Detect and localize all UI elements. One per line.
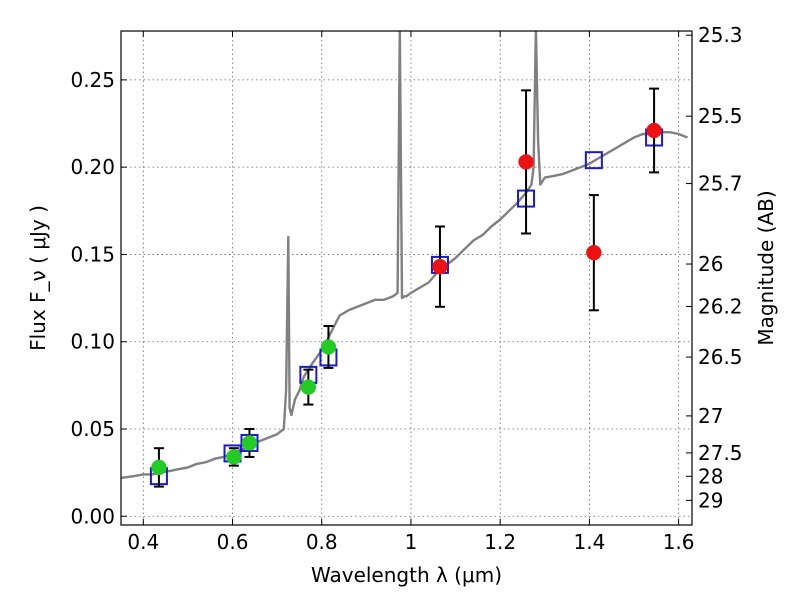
grid-lines [121,31,692,525]
plot-frame [120,30,693,526]
y-axis-label: Flux F_ν ( μJy ) [26,205,50,351]
magnitude-tick-label: 26 [698,252,723,276]
magnitude-tick-label: 28 [698,464,723,488]
x-tick-label: 1.2 [484,530,516,554]
magnitude-tick-label: 25.3 [698,23,743,47]
magnitude-tick-label: 29 [698,488,723,512]
photometry-point [320,339,337,355]
y-tick-label: 0.20 [70,155,115,179]
x-tick-label: 0.4 [127,530,159,554]
y-tick-label: 0.25 [70,68,115,92]
y-tick-label: 0.15 [70,242,115,266]
x-tick-label: 1 [405,530,418,554]
y-tick-label: 0.10 [70,330,115,354]
photometry-point [226,449,242,465]
magnitude-tick-label: 25.5 [698,104,743,128]
right-y-axis-label: Magnitude (AB) [754,190,778,345]
photometry-point [300,379,317,395]
photometry-point-series [151,122,662,476]
photometry-point [586,244,602,261]
model-square-series [149,128,664,486]
magnitude-tick-label: 25.7 [698,172,743,196]
photometry-point [432,258,448,275]
magnitude-tick-label: 26.2 [698,294,743,318]
photometry-point [518,154,534,170]
axis-tick-labels: 0.4 0.6 0.8 1 1.2 1.4 1.6 0.00 0.05 0.10 0.15 0.20 0… [70,23,742,554]
spectrum-line [121,31,688,480]
x-axis-label: Wavelength λ (μm) [311,563,502,587]
photometry-point [241,435,258,451]
model-square-marker [584,151,603,170]
y-tick-label: 0.00 [70,504,115,528]
spectrum-series [121,31,688,480]
x-tick-label: 1.6 [663,530,695,554]
photometry-point [151,459,167,476]
x-tick-label: 0.8 [306,530,338,554]
photometry-point [646,122,662,139]
errorbar-series [153,87,660,488]
magnitude-tick-label: 27.5 [698,441,743,465]
magnitude-tick-label: 26.5 [698,345,743,369]
axis-ticks [121,31,692,525]
y-tick-label: 0.05 [70,417,115,441]
x-tick-label: 0.6 [217,530,249,554]
x-tick-label: 1.4 [573,530,605,554]
magnitude-tick-label: 27 [698,404,723,428]
